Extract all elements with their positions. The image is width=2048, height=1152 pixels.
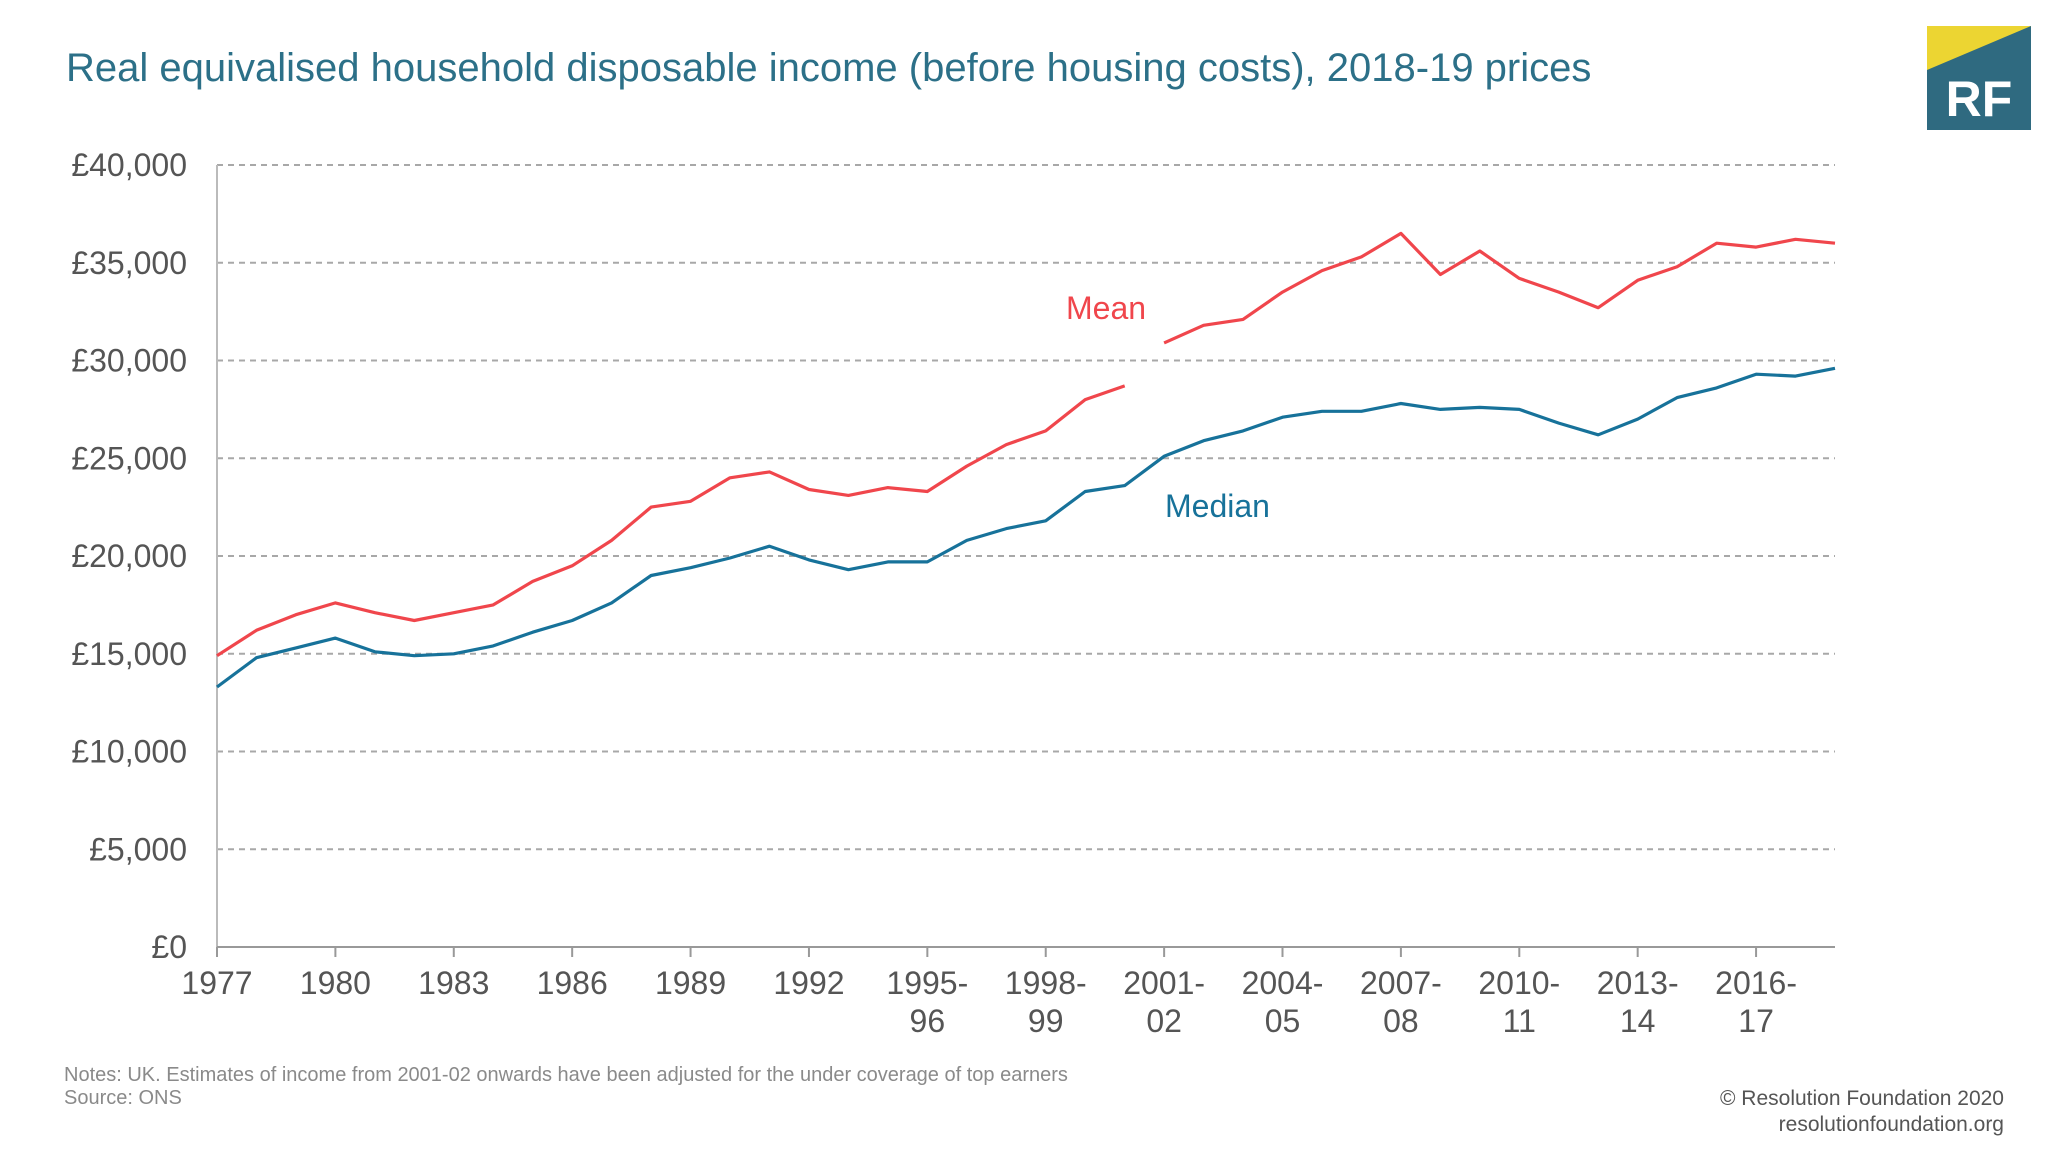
y-tick-label: £35,000: [71, 245, 187, 281]
series-line-mean: [216, 384, 1126, 658]
y-tick-label: £25,000: [71, 440, 187, 476]
gridlines: [216, 164, 1835, 948]
series-line-mean: [1163, 231, 1836, 345]
x-tick-label: 1995-96: [886, 965, 968, 1039]
x-tick-label: 2007-08: [1360, 965, 1442, 1039]
y-tick-label: £0: [151, 929, 187, 965]
source-text: Source: ONS: [64, 1087, 182, 1109]
website-text: resolutionfoundation.org: [1778, 1113, 2004, 1136]
x-tick-label: 1998-99: [1005, 965, 1087, 1039]
logo-text: RF: [1946, 71, 2013, 127]
y-tick-label: £30,000: [71, 343, 187, 379]
credits: © Resolution Foundation 2020 resolutionf…: [1720, 1086, 2004, 1138]
copyright-text: © Resolution Foundation 2020: [1719, 1087, 2004, 1110]
y-axis-ticks: £0 £5,000 £10,000 £15,000 £20,000 £25,000 £30,…: [71, 147, 187, 965]
notes: Notes: UK. Estimates of income from 2001…: [64, 1064, 1068, 1110]
series-label-mean: Mean: [1066, 290, 1146, 326]
x-tick-label: 1989: [655, 965, 726, 1001]
y-tick-label: £5,000: [89, 831, 187, 867]
x-tick-label: 1992: [773, 965, 844, 1001]
series-lines: [216, 231, 1836, 689]
x-tick-label: 1983: [418, 965, 489, 1001]
x-tick-label: 2010-11: [1478, 965, 1560, 1039]
x-tick-label: 2013-14: [1597, 965, 1679, 1039]
x-tick-label: 1986: [537, 965, 608, 1001]
series-line-median: [216, 366, 1836, 689]
y-tick-label: £20,000: [71, 538, 187, 574]
x-tick-label: 1977: [181, 965, 252, 1001]
series-label-median: Median: [1165, 488, 1270, 524]
y-tick-label: £15,000: [71, 636, 187, 672]
x-tick-label: 2001-02: [1123, 965, 1205, 1039]
x-tick-label: 2004-05: [1242, 965, 1324, 1039]
x-axis-ticks: 1977 1980 1983 1986 1989 1992 1995-96 1998-99 20…: [181, 947, 1797, 1039]
y-tick-label: £10,000: [71, 734, 187, 770]
x-tick-label: 1980: [300, 965, 371, 1001]
notes-text: Notes: UK. Estimates of income from 2001…: [64, 1064, 1068, 1086]
x-tick-label: 2016-17: [1715, 965, 1797, 1039]
y-tick-label: £40,000: [71, 147, 187, 183]
logo-accent-triangle: [1927, 26, 2031, 70]
resolution-foundation-logo: RF: [1927, 26, 2031, 130]
chart-title: Real equivalised household disposable in…: [66, 46, 1592, 90]
